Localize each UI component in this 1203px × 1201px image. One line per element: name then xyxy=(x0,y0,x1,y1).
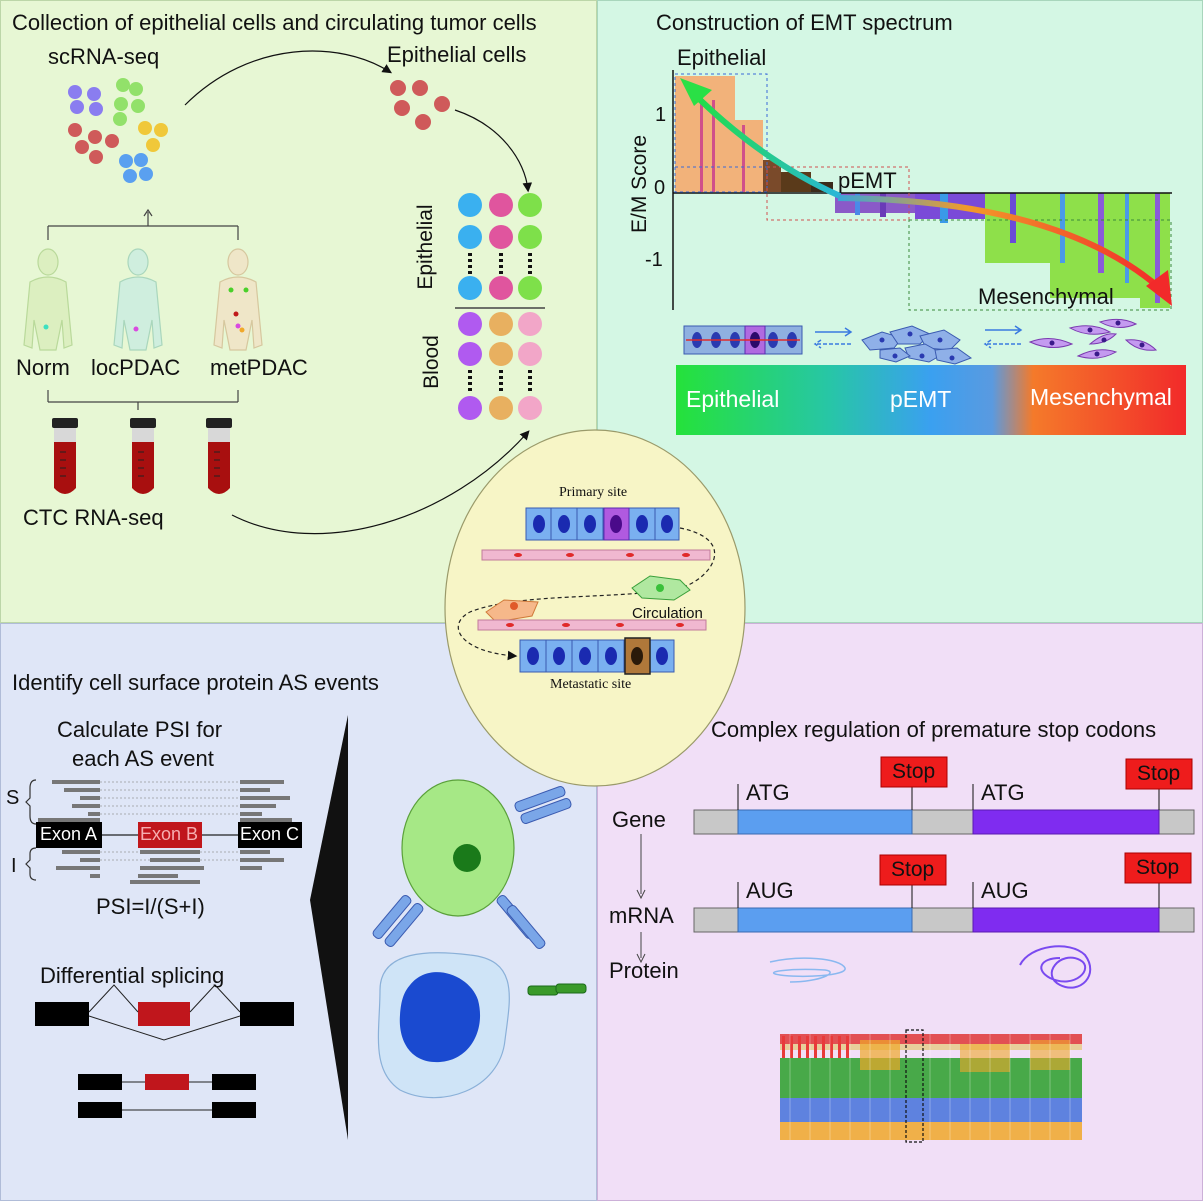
junction-lines xyxy=(100,781,240,861)
arrow-to-matrix xyxy=(454,109,533,193)
group-tree xyxy=(47,208,239,410)
circulation-label: Circulation xyxy=(632,605,703,622)
metastatic-site-label: Metastatic site xyxy=(550,677,632,692)
gene-row-label: Gene xyxy=(612,807,666,832)
gene-start-codon-2: ATG xyxy=(981,780,1025,805)
blood-tubes xyxy=(52,418,232,494)
group-metpdac-label: metPDAC xyxy=(210,355,308,380)
primary-site-label: Primary site xyxy=(559,485,628,500)
body-norm xyxy=(23,248,73,351)
exon-a-label: Exon A xyxy=(40,824,98,844)
norm-marker xyxy=(43,324,49,330)
arrow-to-epithelial xyxy=(184,50,393,106)
i-bracket xyxy=(25,847,37,881)
mrna-track xyxy=(693,882,1195,933)
psi-title-line1: Calculate PSI for xyxy=(57,717,223,742)
matrix-blood-label: Blood xyxy=(420,335,443,389)
locpdac-marker xyxy=(133,326,139,332)
gene-track xyxy=(693,784,1195,835)
stop-codons-title: Complex regulation of premature stop cod… xyxy=(711,717,1157,742)
gradient-pemt-label: pEMT xyxy=(890,386,952,412)
mrna-row-label: mRNA xyxy=(609,903,674,928)
sequence-logo xyxy=(780,1029,1082,1143)
stop-boxes xyxy=(879,756,1193,886)
surface-protein-cells xyxy=(372,779,587,1099)
differential-splicing-graphic xyxy=(35,984,294,1118)
gene-stop-label-2: Stop xyxy=(1137,762,1181,785)
metpdac-markers xyxy=(228,287,249,333)
mrna-start-codon-1: AUG xyxy=(746,878,794,903)
body-locpdac xyxy=(113,248,163,351)
arrow-ctc-to-matrix xyxy=(231,430,530,535)
emt-y-tick-1: 1 xyxy=(655,104,667,126)
exon-a-box xyxy=(36,822,102,848)
emt-y-tick-0: 0 xyxy=(654,177,666,199)
gene-start-codon-1: ATG xyxy=(746,780,790,805)
zoom-triangle xyxy=(310,715,348,1140)
vessel-bottom-cells xyxy=(506,623,684,627)
psi-title-line2: each AS event xyxy=(72,746,214,771)
metastatic-site-cells xyxy=(519,637,675,675)
differential-splicing-label: Differential splicing xyxy=(40,963,225,988)
psi-formula: PSI=I/(S+I) xyxy=(96,894,205,919)
cell-matrix xyxy=(455,193,545,420)
group-locpdac-label: locPDAC xyxy=(91,355,181,380)
s-label: S xyxy=(6,787,20,809)
emt-pemt-annotation: pEMT xyxy=(838,168,897,193)
protein-row-label: Protein xyxy=(609,958,679,983)
emt-y-axis-label: E/M Score xyxy=(628,134,651,234)
gene-stop-label-1: Stop xyxy=(892,760,936,783)
emt-mesenchymal-annotation: Mesenchymal xyxy=(978,284,1114,309)
exon-b-box xyxy=(138,822,202,848)
psi-reads xyxy=(38,780,292,884)
exon-b-label: Exon B xyxy=(140,824,199,844)
circulation-path xyxy=(457,527,716,661)
body-metpdac xyxy=(213,248,263,351)
vessel-bottom xyxy=(477,619,707,631)
emt-title: Construction of EMT spectrum xyxy=(656,10,953,35)
mrna-stop-label-1: Stop xyxy=(891,858,935,881)
scrna-cell-cluster xyxy=(68,78,168,183)
protein-squiggles xyxy=(769,945,1092,989)
exon-c-label: Exon C xyxy=(240,824,300,844)
epithelial-cells-label: Epithelial cells xyxy=(387,42,527,67)
primary-site-cells xyxy=(525,507,680,541)
emt-y-tick-minus1: -1 xyxy=(645,249,663,271)
emt-chart xyxy=(672,70,1172,311)
vessel-top xyxy=(481,549,711,561)
s-bracket xyxy=(25,779,37,825)
group-norm-label: Norm xyxy=(16,355,70,380)
exon-c-box xyxy=(238,822,302,848)
emt-epithelial-annotation: Epithelial xyxy=(677,45,767,70)
gradient-mesenchymal-label: Mesenchymal xyxy=(1030,384,1172,410)
epithelial-cell-group xyxy=(390,80,450,130)
emt-cell-sheets xyxy=(683,318,1158,365)
circulating-cell-orange-nucleus xyxy=(510,602,518,610)
circulating-cell-green-nucleus xyxy=(656,584,664,592)
matrix-epithelial-label: Epithelial xyxy=(414,204,437,290)
emt-gradient-bar xyxy=(676,365,1186,435)
as-events-title: Identify cell surface protein AS events xyxy=(12,670,379,695)
mrna-start-codon-2: AUG xyxy=(981,878,1029,903)
collection-title: Collection of epithelial cells and circu… xyxy=(12,10,537,35)
i-label: I xyxy=(11,855,17,877)
scrna-label: scRNA-seq xyxy=(48,44,160,69)
vessel-top-cells xyxy=(514,553,690,557)
gradient-epithelial-label: Epithelial xyxy=(686,386,780,412)
ctc-label: CTC RNA-seq xyxy=(23,505,164,530)
mrna-stop-label-2: Stop xyxy=(1136,856,1180,879)
